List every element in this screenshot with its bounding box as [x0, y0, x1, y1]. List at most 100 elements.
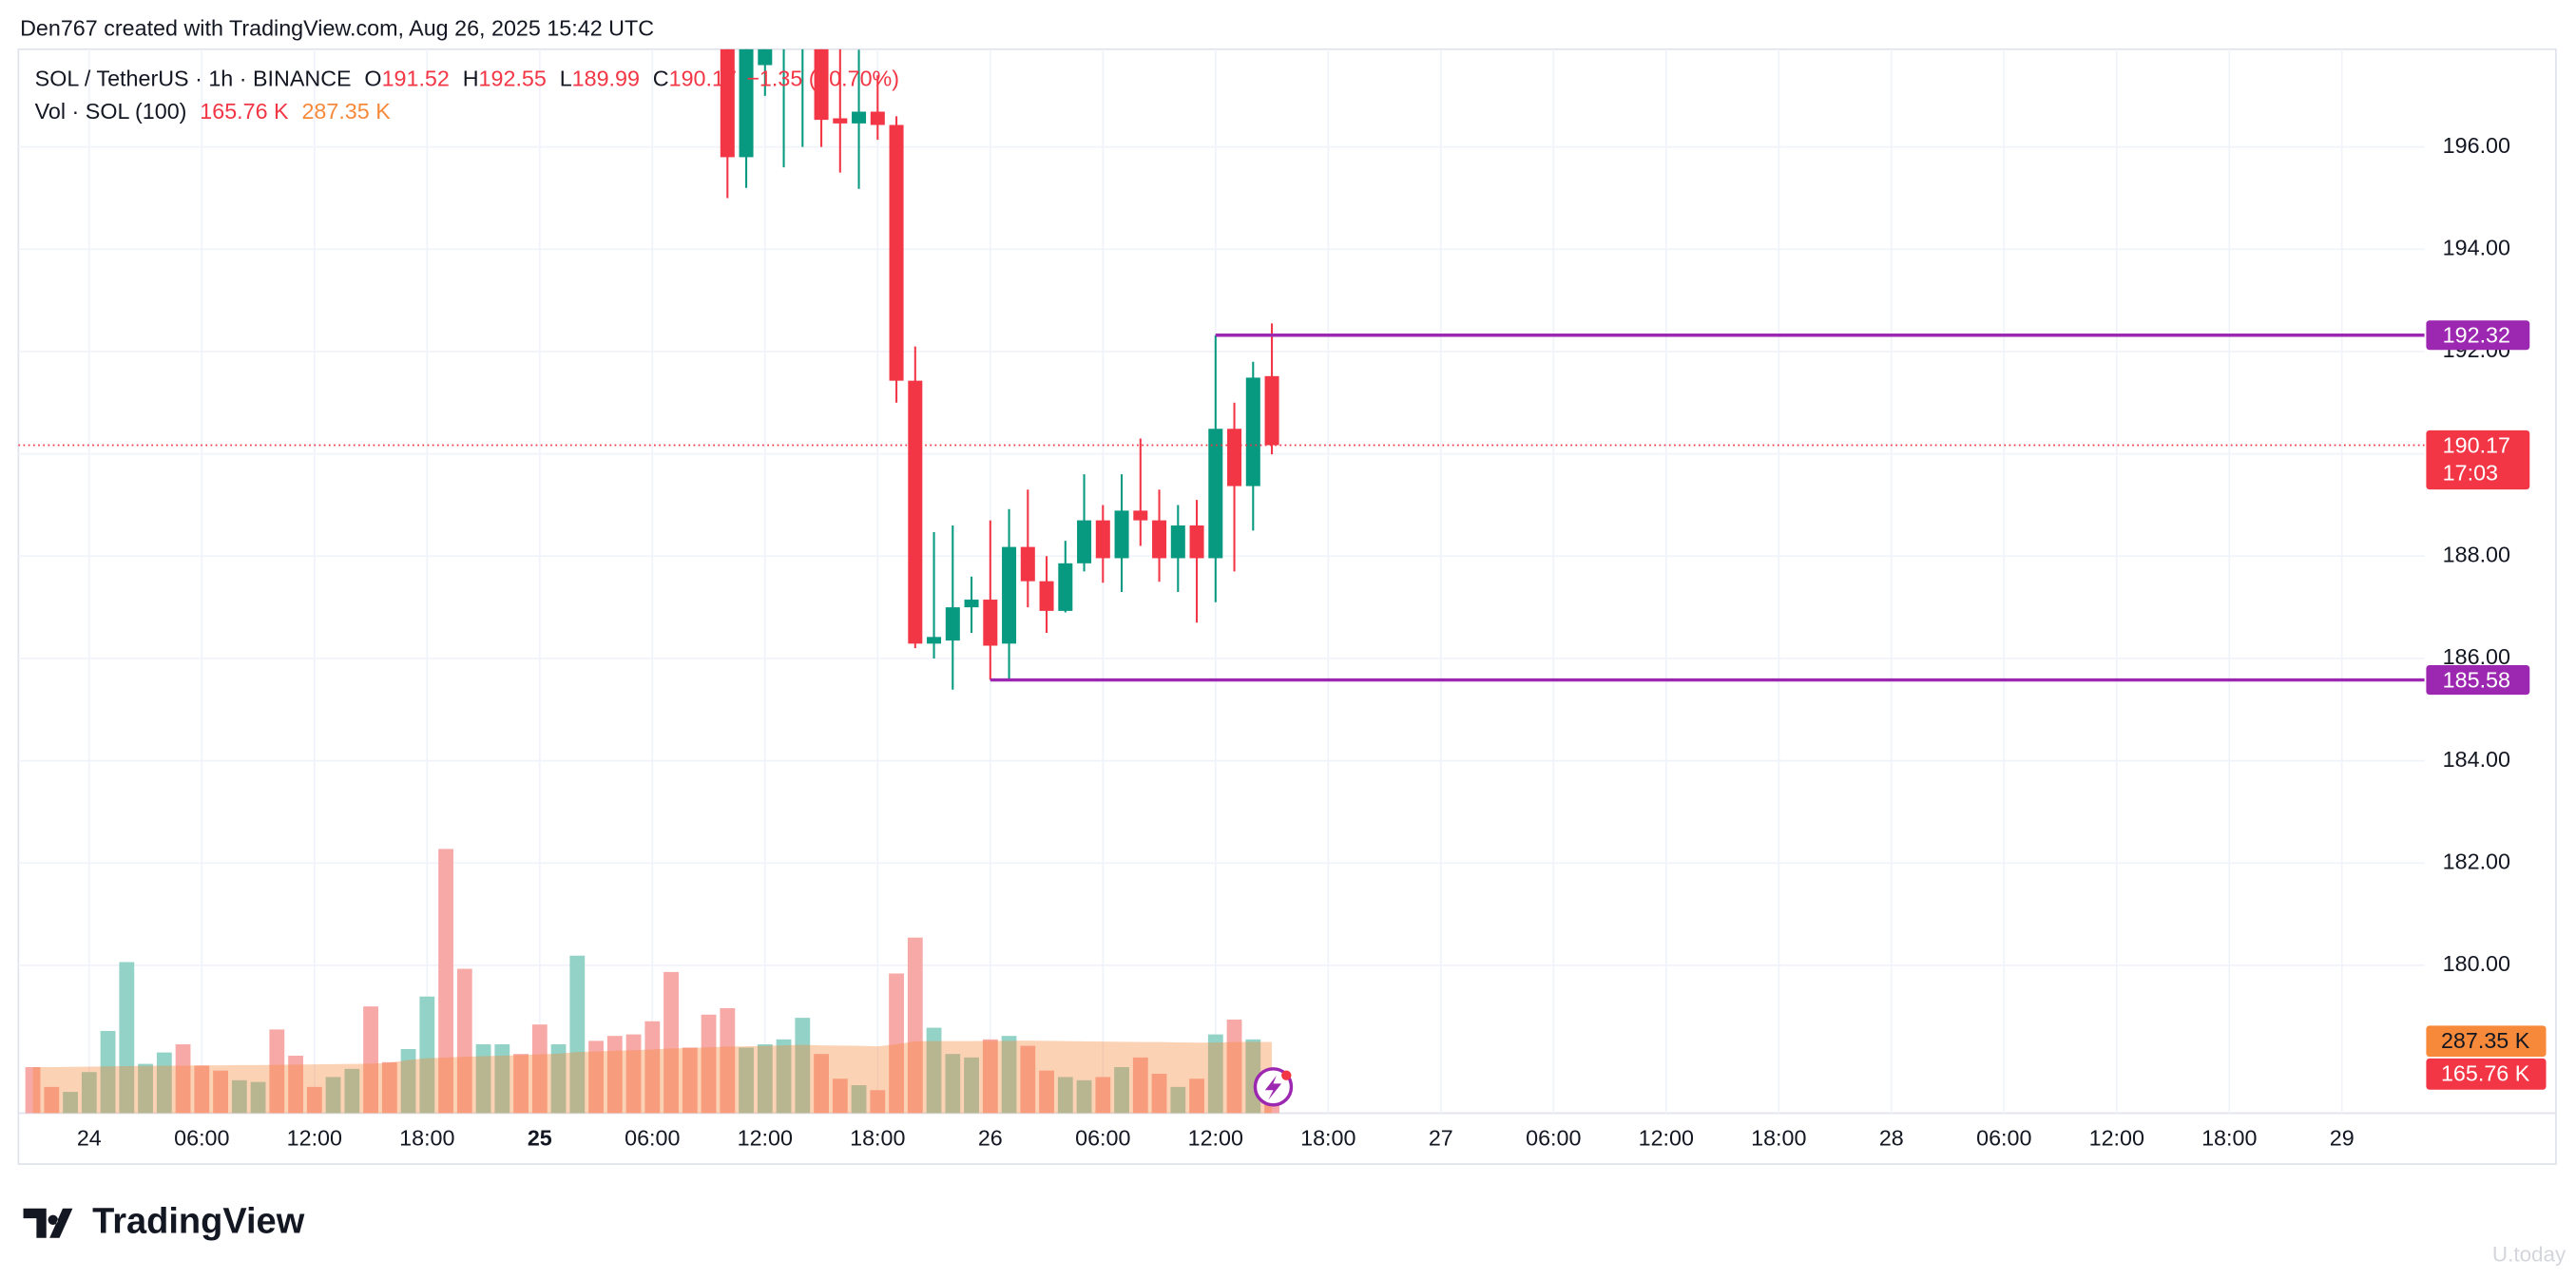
legend-line: SOL / TetherUS · 1h · BINANCE O191.52 H192… [35, 67, 899, 91]
candle-body [983, 600, 998, 646]
volume-bar [475, 1044, 491, 1114]
candle-body [1152, 520, 1167, 559]
ohlc-label: O [364, 67, 381, 91]
y-tick-label: 180.00 [2443, 951, 2510, 976]
price-badge-label: 185.58 [2443, 667, 2510, 692]
icon-bolt [1264, 1075, 1282, 1100]
candle-body [720, 48, 735, 158]
volume-bar [456, 968, 472, 1114]
volume-bar [513, 1054, 529, 1114]
volume-bar [400, 1048, 416, 1114]
volume-bar [1170, 1086, 1186, 1114]
ohlc-value: 191.52 [382, 67, 450, 91]
ohlc-value: 192.55 [479, 67, 547, 91]
attribution: Den767 created with TradingView.com, Aug… [20, 15, 654, 40]
ohlc-value: 189.99 [572, 67, 640, 91]
volume-legend: Vol · SOL (100) 165.76 K 287.35 K [35, 99, 392, 124]
volume-bar [213, 1070, 228, 1114]
volume-bar [81, 1072, 97, 1114]
x-tick-label: 06:00 [625, 1125, 680, 1150]
candle-body [1058, 563, 1073, 611]
logo-text: TradingView [92, 1201, 305, 1241]
volume-bar [1226, 1019, 1242, 1114]
last-price-badge [2426, 430, 2530, 490]
x-tick-label: 28 [1879, 1125, 1904, 1150]
x-tick-label: 12:00 [287, 1125, 342, 1150]
chart-frame [17, 48, 2557, 1165]
candle-body [1264, 375, 1279, 446]
volume-bar [1095, 1077, 1111, 1114]
volume-bar [531, 1024, 548, 1114]
volume-bar [720, 1007, 736, 1114]
volume-bar [438, 849, 453, 1114]
candle-body [739, 48, 754, 158]
volume-bar [156, 1052, 172, 1114]
volume-bar [550, 1044, 567, 1114]
volume-ma: 287.35 K [301, 99, 391, 124]
x-tick-label: 06:00 [1976, 1125, 2031, 1150]
volume-bar [814, 1054, 829, 1114]
x-tick-label: 24 [77, 1125, 102, 1150]
volume-bar [306, 1086, 322, 1114]
volume-last-badge-label: 165.76 K [2441, 1060, 2530, 1085]
candle-body [927, 637, 942, 644]
volume-bar [250, 1081, 266, 1114]
candle-body [1133, 510, 1148, 521]
x-tick-label: 12:00 [738, 1125, 793, 1150]
replay-icon[interactable] [1253, 1067, 1294, 1107]
x-tick-label: 18:00 [850, 1125, 905, 1150]
volume-bar [1039, 1070, 1054, 1114]
x-tick-label: 06:00 [1075, 1125, 1130, 1150]
candle-body [796, 0, 810, 4]
candle-body [1077, 520, 1092, 563]
candle-body [889, 124, 904, 381]
volume-bar [625, 1034, 642, 1114]
volume-bar [926, 1027, 942, 1114]
candle-body [1039, 581, 1054, 611]
y-tick-label: 186.00 [2443, 644, 2510, 669]
volume-bar [663, 971, 679, 1114]
volume-ma-badge [2426, 1025, 2547, 1058]
x-tick-label: 29 [2330, 1125, 2355, 1150]
volume-bar [588, 1040, 604, 1114]
price-badge-label: 192.32 [2443, 323, 2510, 348]
x-tick-label: 18:00 [2201, 1125, 2257, 1150]
volume-bar [1076, 1079, 1092, 1114]
x-tick-label: 12:00 [1188, 1125, 1243, 1150]
x-tick-label: 18:00 [399, 1125, 454, 1150]
candle-body [908, 380, 923, 644]
watermark: U.today [2492, 1243, 2566, 1267]
volume-bar [739, 1047, 754, 1114]
ohlc-label: L [560, 67, 572, 91]
volume-bar [1114, 1067, 1129, 1114]
y-tick-label: 188.00 [2443, 542, 2510, 566]
candle-body [777, 0, 791, 14]
axes: 24 06:00 12:00 18:00 25 06:00 12:00 18:00 26 06:0… [77, 133, 2547, 1150]
candle-body [814, 48, 829, 121]
x-tick-label: 12:00 [2089, 1125, 2144, 1150]
volume-bar [231, 1079, 247, 1114]
volume-bar [494, 1044, 510, 1114]
candle-body [1114, 510, 1129, 559]
volume-bar [982, 1039, 998, 1114]
volume-bar [175, 1044, 191, 1114]
volume-bar [644, 1021, 661, 1114]
y-tick-label: 184.00 [2443, 747, 2510, 772]
last-price-label: 190.17 [2443, 432, 2510, 457]
volume-bar [44, 1086, 60, 1114]
candle-body [1245, 377, 1260, 487]
candle-body [758, 48, 773, 66]
candle-body [1020, 546, 1035, 582]
volume-bar [945, 1054, 961, 1114]
candle-body [870, 111, 885, 125]
volume-last: 165.76 K [200, 99, 289, 124]
volume-name: Vol · SOL (100) [35, 99, 187, 124]
volume-bar [569, 955, 586, 1114]
candle-body [964, 600, 979, 608]
grid [18, 48, 2425, 1114]
candle-body [1002, 546, 1017, 644]
volume-ma-area [32, 1040, 1273, 1114]
volume-bar [1207, 1034, 1223, 1114]
candle-body [1227, 429, 1242, 487]
